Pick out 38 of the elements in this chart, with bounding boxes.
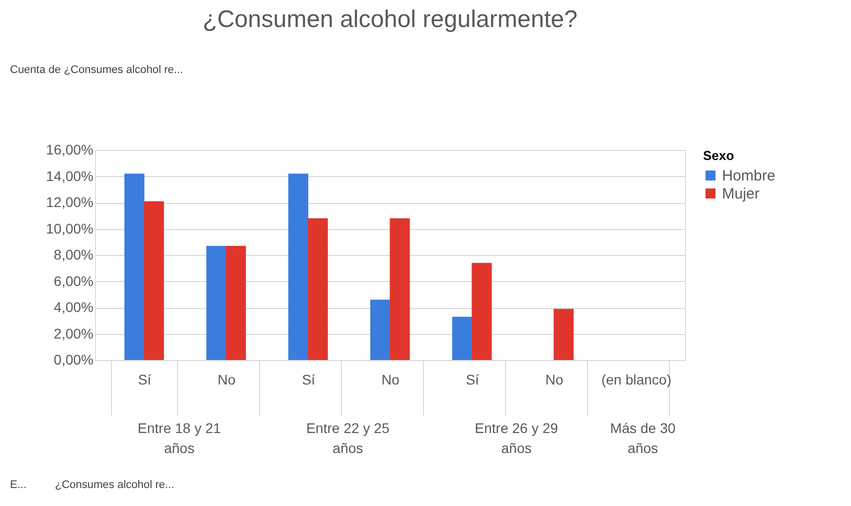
text: Cuenta de ¿Consumes alcohol re... [10,64,184,76]
y-tick-label: 6,00% [54,272,94,289]
y-tick-label: 8,00% [54,246,94,262]
x-tick-label: No [218,372,236,388]
bar [308,218,328,360]
bar [206,246,226,360]
y-tick-label: 16,00% [46,142,94,158]
y-tick-label: 12,00% [46,194,94,210]
bar [124,174,144,360]
legend-title: Sexo [703,148,734,163]
bar [226,246,246,360]
bar [554,308,574,360]
bar [390,218,410,360]
x-tick-label: (en blanco) [601,372,672,388]
y-tick-label: 10,00% [46,220,94,236]
x-tick-label: Sí [138,372,152,388]
y-tick-label: 2,00% [54,325,94,342]
legend-label: Hombre [722,168,776,184]
bar [472,262,492,360]
text: ¿Consumes alcohol re... [55,479,174,491]
x-tick-label: No [382,372,400,388]
text: Entre 18 y 21 años [138,420,222,456]
text: Entre 26 y 29 años [474,420,558,456]
chart-title: ¿Consumen alcohol regularmente? [202,6,578,33]
bar [452,316,472,360]
bar [144,201,164,360]
legend-label: Mujer [722,186,760,202]
text: Entre 22 y 25 años [306,420,390,456]
y-tick-label: 14,00% [46,168,94,184]
bar [288,174,308,360]
text: Más de 30 años [610,420,676,456]
y-tick-label: 0,00% [54,352,94,368]
x-tick-label: Sí [302,372,316,388]
x-tick-label: No [545,372,564,388]
y-tick-label: 4,00% [54,299,94,315]
text: E... [10,479,27,491]
bar [370,300,390,360]
x-tick-label: Sí [466,372,480,388]
